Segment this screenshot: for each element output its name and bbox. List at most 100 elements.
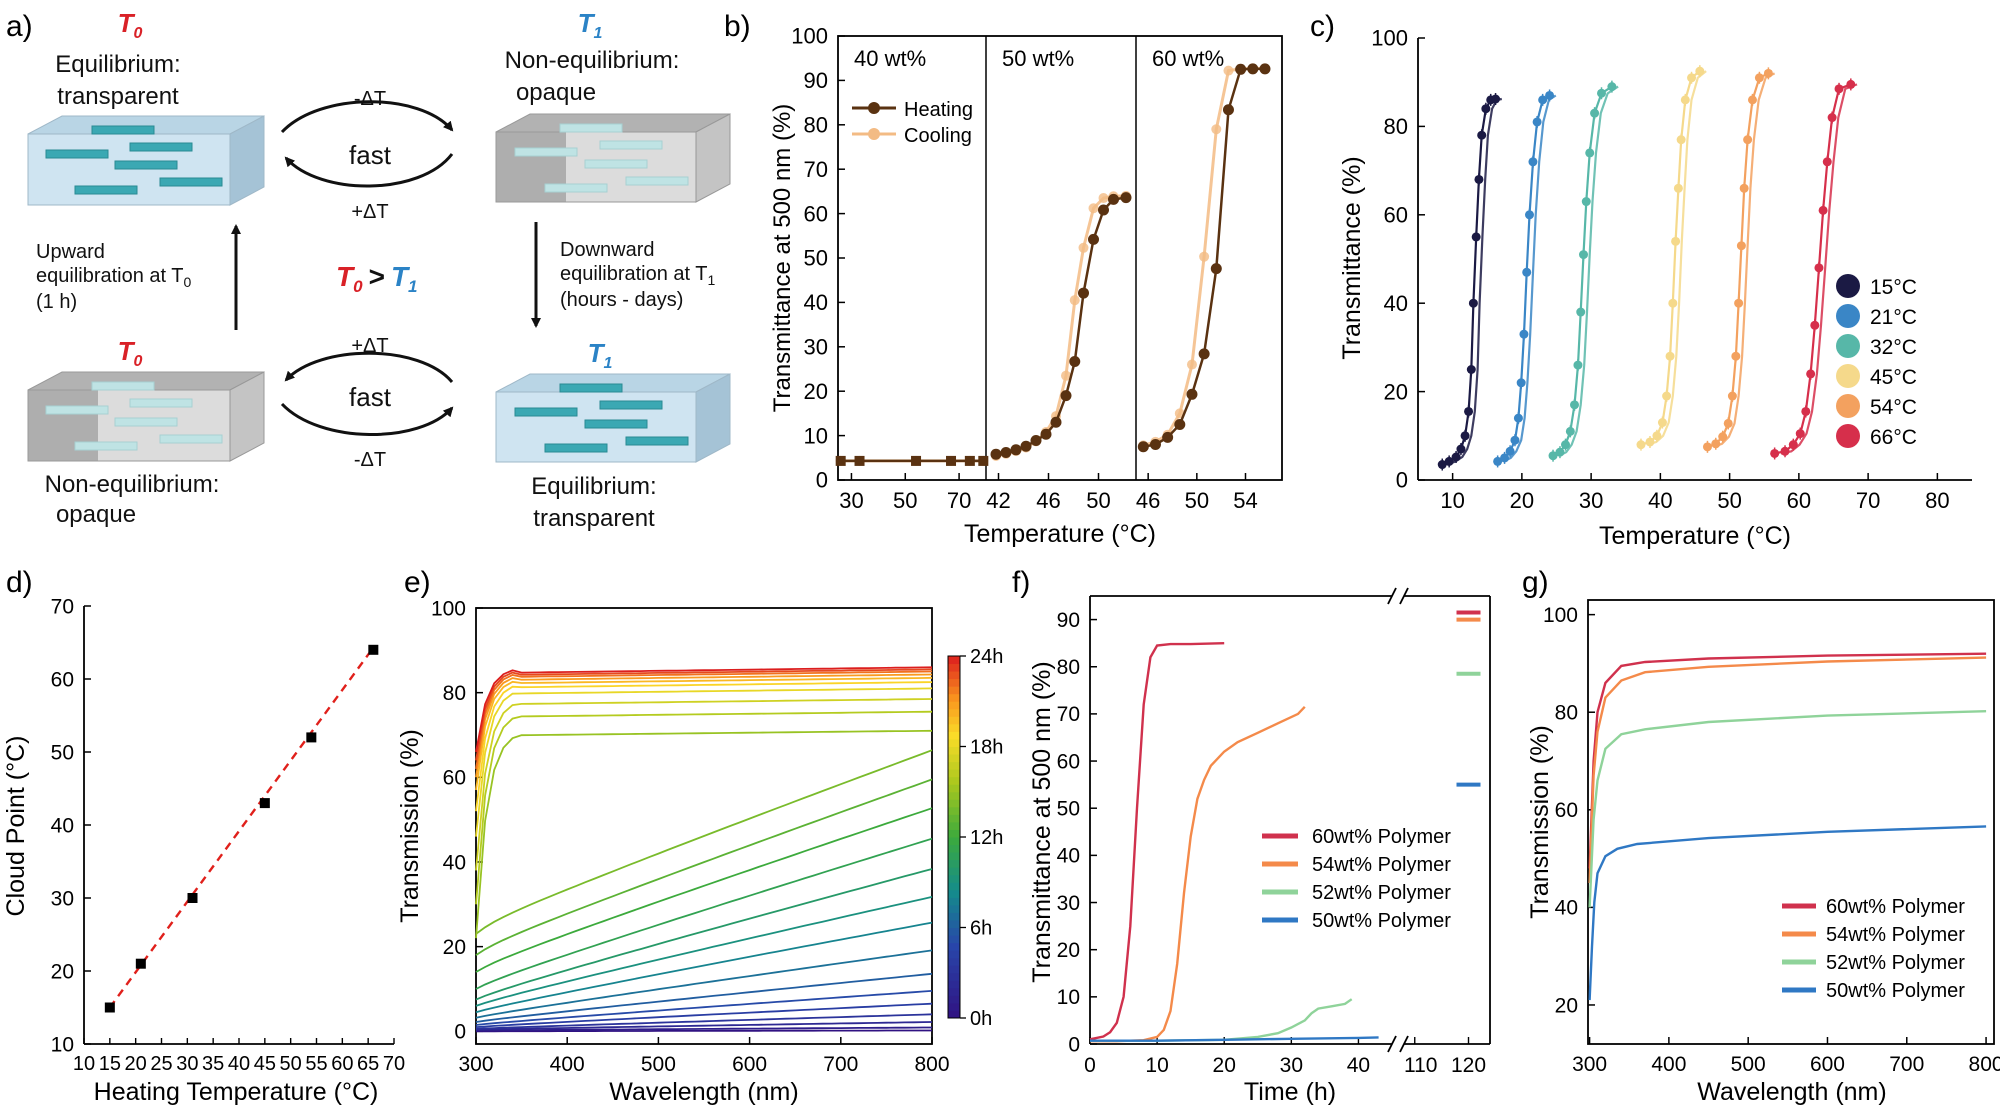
series-cooling-marker xyxy=(1098,193,1109,204)
data-point xyxy=(1734,298,1744,308)
colorbar-segment xyxy=(948,904,960,913)
arrow-top-lower-label: +ΔT xyxy=(351,201,388,223)
data-point xyxy=(1555,447,1565,457)
state-top-left-line1: Equilibrium: xyxy=(55,51,180,78)
data-point xyxy=(1718,432,1728,442)
data-point xyxy=(1673,183,1683,193)
data-point xyxy=(1763,68,1773,78)
data-point xyxy=(1516,378,1526,388)
series-heating-marker xyxy=(1174,419,1186,430)
data-point xyxy=(1801,406,1811,416)
arrow-top-back xyxy=(284,153,454,188)
y-tick-label: 20 xyxy=(1057,939,1080,962)
y-axis-label: Transmittance at 500 nm (%) xyxy=(769,104,796,413)
x-tick-label: 600 xyxy=(1810,1053,1845,1076)
data-point xyxy=(306,732,317,743)
colorbar-segment xyxy=(948,784,960,793)
subpanel-label: 60 wt% xyxy=(1152,46,1224,71)
colorbar-segment xyxy=(948,799,960,808)
data-point xyxy=(104,1002,115,1013)
legend-marker xyxy=(1836,304,1860,328)
series-heating-marker xyxy=(1120,192,1132,204)
y-tick-label: 60 xyxy=(804,201,828,226)
legend-label: 15°C xyxy=(1870,276,1917,299)
series-heating-marker xyxy=(1098,204,1109,216)
series-line xyxy=(1780,83,1858,455)
chart-e: 0 20 40 60 80 100 300 400 500 600 700 800 Transmissi… xyxy=(396,597,1003,1106)
y-tick-label: 30 xyxy=(804,335,828,360)
y-tick-label: 60 xyxy=(1384,203,1408,228)
y-tick-label: 60 xyxy=(443,767,466,790)
colorbar-segment xyxy=(948,859,960,868)
spectrum-curve xyxy=(475,673,933,778)
x-tick-label: 45 xyxy=(254,1053,276,1075)
x-tick-label: 700 xyxy=(823,1053,858,1076)
block-bottom-right-transparent xyxy=(495,373,731,463)
data-point xyxy=(1739,183,1749,193)
colorbar-segment xyxy=(948,723,960,732)
y-tick-label: 40 xyxy=(51,814,74,837)
data-point xyxy=(1597,88,1607,98)
series-heating-marker xyxy=(1162,431,1174,443)
data-point xyxy=(1513,413,1523,423)
series-cooling-marker xyxy=(1069,295,1080,306)
x-axis-label: Heating Temperature (°C) xyxy=(94,1078,379,1106)
svg-text:Upward: Upward xyxy=(36,241,105,263)
y-tick-label: 50 xyxy=(51,741,74,764)
series-heating-marker xyxy=(1247,63,1259,75)
axis-break-mark xyxy=(1399,587,1409,605)
data-point xyxy=(1474,174,1484,184)
data-point xyxy=(1466,365,1476,374)
data-point xyxy=(1451,452,1461,462)
x-tick-label: 40 xyxy=(1347,1054,1370,1077)
y-tick-label: 100 xyxy=(1371,26,1408,51)
y-tick-label: 40 xyxy=(1555,897,1578,920)
legend-cooling-marker xyxy=(868,128,880,140)
data-point xyxy=(1464,406,1474,416)
spectrum-curve xyxy=(475,778,933,956)
panel-label-e: e) xyxy=(404,566,431,599)
data-point xyxy=(1528,157,1538,167)
colorbar-segment xyxy=(948,663,960,672)
colorbar-segment xyxy=(948,1010,960,1019)
x-tick-label: 30 xyxy=(176,1053,198,1075)
state-top-left-line2: transparent xyxy=(57,83,179,110)
arrow-bottom-back xyxy=(284,351,454,383)
spectrum-curve xyxy=(475,668,933,761)
arrow-bottom-lower-label: -ΔT xyxy=(354,449,386,471)
y-tick-label: 90 xyxy=(804,68,828,93)
subpanel-label: 50 wt% xyxy=(1002,46,1074,71)
y-tick-label: 10 xyxy=(51,1033,74,1056)
state-bottom-right-line1: Equilibrium: xyxy=(531,473,656,500)
x-tick-label: 40 xyxy=(228,1053,250,1075)
colorbar-segment xyxy=(948,806,960,815)
data-point xyxy=(1581,197,1591,207)
data-point xyxy=(1561,440,1571,450)
colorbar-segment xyxy=(948,769,960,778)
data-point xyxy=(1519,329,1529,339)
y-tick-label: 20 xyxy=(804,379,828,404)
colorbar-segment xyxy=(948,821,960,830)
colorbar-segment xyxy=(948,919,960,928)
legend-label: 32°C xyxy=(1870,336,1917,359)
y-tick-label: 60 xyxy=(51,668,74,691)
colorbar-segment xyxy=(948,678,960,687)
spectrum-curve xyxy=(475,990,933,1026)
spectrum-curve xyxy=(475,681,933,812)
legend-cooling-label: Cooling xyxy=(904,125,972,147)
y-tick-label: 80 xyxy=(804,113,828,138)
series-heating-marker xyxy=(1060,390,1072,402)
spectrum-curve xyxy=(475,729,933,939)
y-tick-label: 0 xyxy=(816,468,828,493)
colorbar-segment xyxy=(948,791,960,800)
data-point xyxy=(1827,113,1837,123)
panel-label-g: g) xyxy=(1522,566,1549,599)
colorbar-segment xyxy=(948,950,960,959)
svg-text:(1 h): (1 h) xyxy=(36,291,77,313)
data-point xyxy=(1456,444,1466,454)
colorbar-tick-label: 0h xyxy=(970,1008,992,1030)
y-axis-label: Transmission (%) xyxy=(1526,725,1554,919)
x-axis-label: Temperature (°C) xyxy=(1599,522,1791,550)
data-point xyxy=(1747,95,1757,105)
data-point xyxy=(1524,210,1534,220)
